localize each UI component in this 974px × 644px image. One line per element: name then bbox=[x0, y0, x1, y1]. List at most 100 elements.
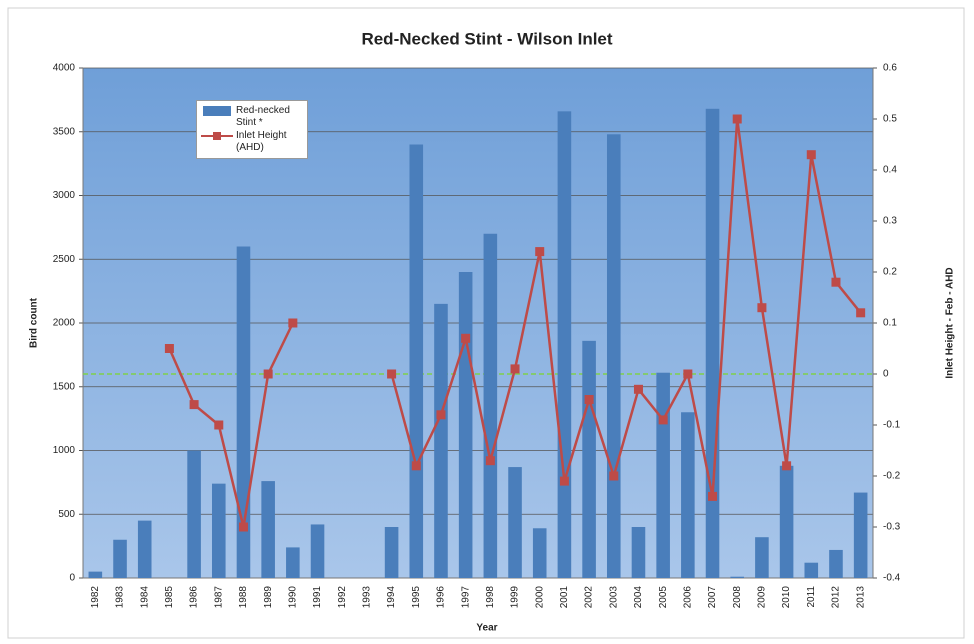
line-marker bbox=[189, 400, 199, 410]
y2-tick-label: 0.3 bbox=[883, 216, 897, 227]
x-tick-label: 1988 bbox=[238, 586, 249, 609]
line-marker bbox=[584, 395, 594, 404]
x-tick-label: 2008 bbox=[732, 586, 743, 609]
y2-tick-label: 0.6 bbox=[883, 63, 897, 74]
line-marker bbox=[485, 456, 495, 466]
line-marker bbox=[263, 369, 273, 379]
line-marker bbox=[757, 303, 767, 313]
x-tick-label: 1984 bbox=[139, 586, 150, 609]
y2-tick-label: -0.4 bbox=[883, 573, 901, 584]
line-marker bbox=[806, 150, 816, 160]
bar bbox=[681, 412, 695, 578]
x-axis-label: Year bbox=[476, 623, 497, 634]
bar bbox=[310, 524, 325, 578]
x-tick-label: 2013 bbox=[855, 586, 866, 609]
y-tick-label: 0 bbox=[69, 573, 75, 584]
line-marker bbox=[559, 476, 569, 486]
legend: Red-necked Stint * Inlet Height (AHD) bbox=[196, 100, 308, 159]
x-tick-label: 1986 bbox=[189, 586, 200, 609]
x-tick-label: 1993 bbox=[362, 586, 373, 609]
y2-tick-label: -0.1 bbox=[883, 420, 901, 431]
line-marker bbox=[658, 415, 668, 425]
bar bbox=[582, 340, 596, 578]
line-marker bbox=[609, 471, 619, 481]
bar bbox=[483, 233, 498, 578]
bar bbox=[853, 492, 868, 578]
x-tick-label: 2004 bbox=[633, 586, 644, 609]
line-marker bbox=[461, 333, 471, 343]
x-tick-label: 2000 bbox=[534, 586, 545, 609]
line-marker bbox=[831, 277, 841, 287]
line-marker bbox=[436, 410, 446, 420]
y2-tick-label: 0 bbox=[883, 369, 889, 380]
x-tick-label: 2009 bbox=[757, 586, 768, 609]
legend-item: Inlet Height (AHD) bbox=[201, 130, 303, 154]
y-tick-label: 2000 bbox=[53, 318, 76, 329]
bar bbox=[557, 111, 572, 578]
legend-label: Red-necked Stint * bbox=[236, 105, 290, 128]
line-marker bbox=[683, 369, 693, 379]
bar bbox=[705, 108, 720, 579]
y2-tick-label: -0.2 bbox=[883, 471, 901, 482]
y2-tick-label: 0.1 bbox=[883, 318, 897, 329]
bar bbox=[532, 528, 547, 578]
y2-tick-label: 0.2 bbox=[883, 267, 897, 278]
bar bbox=[409, 144, 424, 578]
x-tick-label: 2010 bbox=[781, 586, 792, 609]
bar bbox=[829, 549, 843, 578]
bar bbox=[113, 539, 127, 578]
bar bbox=[236, 246, 251, 578]
bar bbox=[606, 134, 621, 579]
bar bbox=[656, 372, 670, 578]
line-marker bbox=[288, 318, 298, 328]
line-marker bbox=[238, 522, 248, 532]
x-tick-label: 2006 bbox=[682, 586, 693, 609]
line-marker bbox=[535, 247, 545, 257]
line-marker bbox=[164, 344, 174, 353]
bar bbox=[631, 527, 646, 578]
line-marker bbox=[633, 384, 643, 394]
bar bbox=[755, 537, 769, 578]
y2-tick-label: 0.5 bbox=[883, 114, 897, 125]
line-marker bbox=[411, 461, 421, 471]
bar bbox=[286, 547, 300, 578]
bar bbox=[779, 465, 794, 578]
bar bbox=[384, 527, 399, 578]
chart-title: Red-Necked Stint - Wilson Inlet bbox=[361, 29, 612, 48]
bar bbox=[261, 481, 275, 578]
x-tick-label: 1998 bbox=[485, 586, 496, 609]
line-marker bbox=[214, 420, 224, 430]
y-tick-label: 3500 bbox=[53, 126, 76, 137]
legend-key bbox=[201, 130, 233, 142]
y-tick-label: 4000 bbox=[53, 63, 76, 74]
x-tick-label: 1991 bbox=[312, 586, 323, 609]
x-tick-label: 1996 bbox=[436, 586, 447, 609]
x-tick-label: 1990 bbox=[287, 586, 298, 609]
line bbox=[168, 118, 862, 528]
line-marker bbox=[732, 114, 742, 124]
x-tick-label: 1982 bbox=[90, 586, 101, 609]
x-tick-label: 1985 bbox=[164, 586, 175, 609]
x-tick-label: 2007 bbox=[707, 586, 718, 609]
line-marker bbox=[782, 461, 792, 471]
line-marker bbox=[708, 491, 718, 501]
line-marker bbox=[510, 364, 520, 374]
bar bbox=[211, 483, 226, 578]
y2-tick-label: 0.4 bbox=[883, 165, 897, 176]
x-tick-label: 1997 bbox=[460, 586, 471, 609]
y2-tick-label: -0.3 bbox=[883, 522, 901, 533]
bar bbox=[508, 467, 522, 578]
bar bbox=[187, 450, 201, 578]
x-tick-label: 1987 bbox=[213, 586, 224, 609]
y-axis-label: Bird count bbox=[29, 297, 40, 348]
bar bbox=[730, 576, 745, 578]
x-tick-label: 1995 bbox=[411, 586, 422, 609]
bar bbox=[434, 303, 448, 578]
bar bbox=[804, 562, 819, 578]
legend-key bbox=[201, 105, 233, 117]
y-tick-label: 1500 bbox=[53, 381, 76, 392]
x-tick-label: 2005 bbox=[658, 586, 669, 609]
bar bbox=[88, 571, 103, 578]
